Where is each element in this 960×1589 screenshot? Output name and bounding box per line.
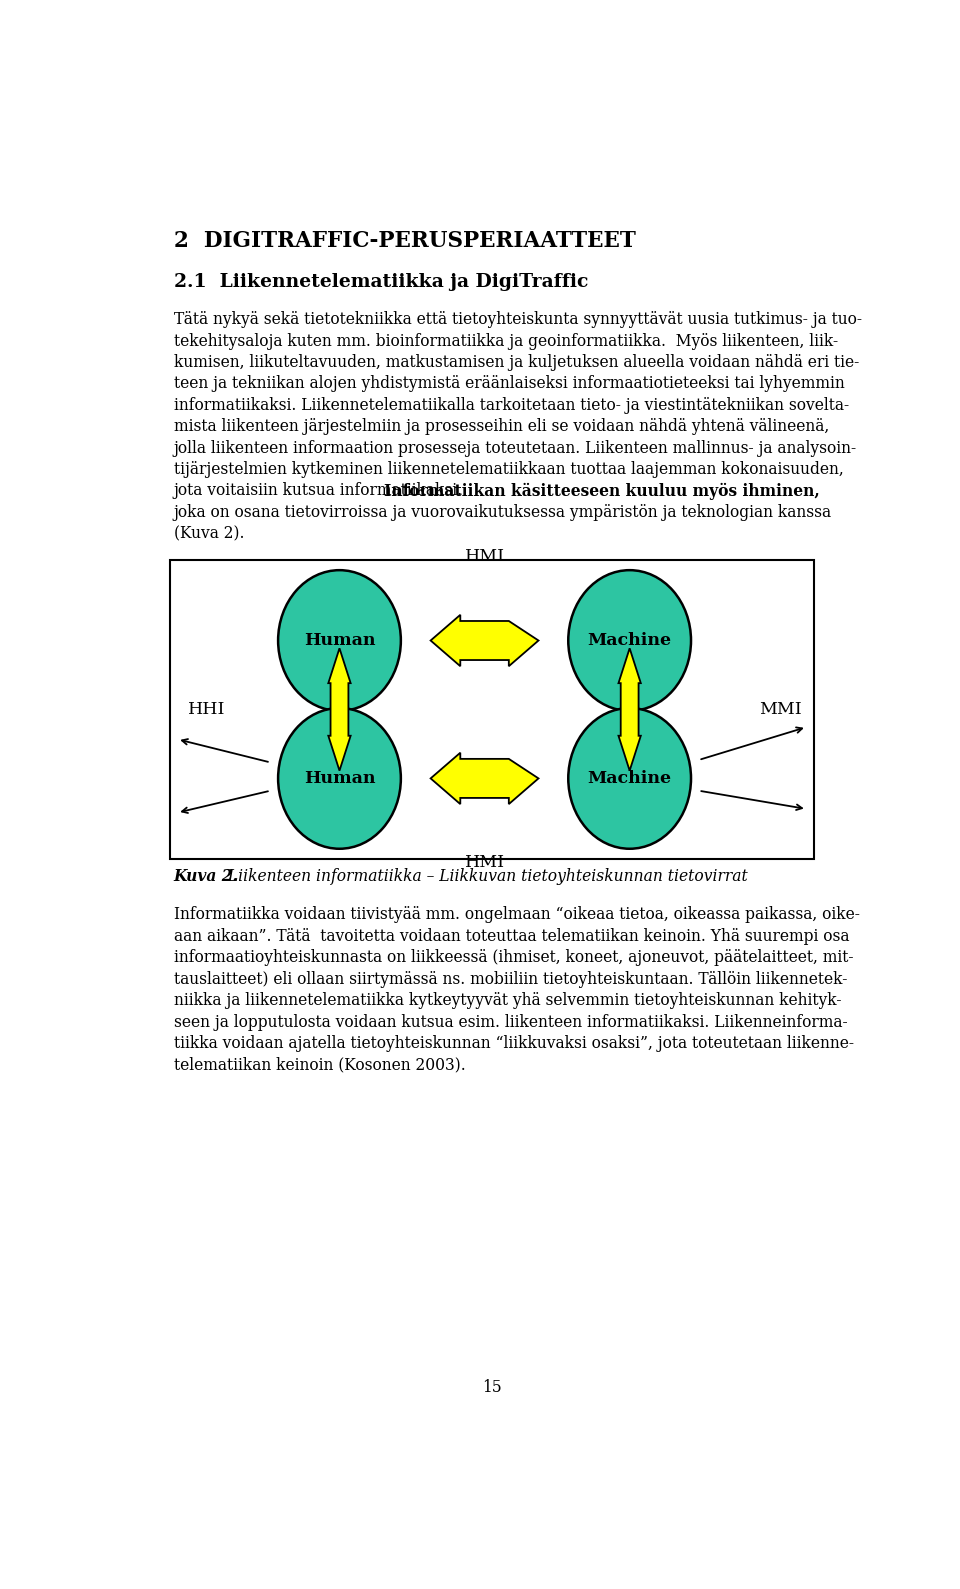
Text: aan aikaan”. Tätä  tavoitetta voidaan toteuttaa telematiikan keinoin. Yhä suurem: aan aikaan”. Tätä tavoitetta voidaan tot… — [174, 928, 849, 945]
FancyBboxPatch shape — [170, 559, 814, 860]
Text: telematiikan keinoin (Kosonen 2003).: telematiikan keinoin (Kosonen 2003). — [174, 1057, 466, 1073]
Text: tauslaitteet) eli ollaan siirtymässä ns. mobiiliin tietoyhteiskuntaan. Tällöin l: tauslaitteet) eli ollaan siirtymässä ns.… — [174, 971, 847, 988]
Text: mista liikenteen järjestelmiin ja prosesseihin eli se voidaan nähdä yhtenä välin: mista liikenteen järjestelmiin ja proses… — [174, 418, 828, 435]
Polygon shape — [618, 648, 641, 771]
Text: 2.1  Liikennetelematiikka ja DigiTraffic: 2.1 Liikennetelematiikka ja DigiTraffic — [174, 273, 588, 291]
Text: (Kuva 2).: (Kuva 2). — [174, 526, 244, 542]
Text: 2  DIGITRAFFIC-PERUSPERIAATTEET: 2 DIGITRAFFIC-PERUSPERIAATTEET — [174, 230, 636, 251]
Text: HHI: HHI — [188, 701, 226, 718]
Text: Human: Human — [303, 771, 375, 787]
Text: Informatiikka voidaan tiivistyää mm. ongelmaan “oikeaa tietoa, oikeassa paikassa: Informatiikka voidaan tiivistyää mm. ong… — [174, 906, 859, 923]
Polygon shape — [431, 753, 539, 804]
Ellipse shape — [278, 709, 401, 849]
Text: seen ja lopputulosta voidaan kutsua esim. liikenteen informatiikaksi. Liikennein: seen ja lopputulosta voidaan kutsua esim… — [174, 1014, 847, 1031]
Text: MMI: MMI — [759, 701, 802, 718]
Text: informatiikaksi. Liikennetelematiikalla tarkoitetaan tieto- ja viestintätekniika: informatiikaksi. Liikennetelematiikalla … — [174, 397, 849, 413]
Text: informaatioyhteiskunnasta on liikkeessä (ihmiset, koneet, ajoneuvot, päätelaitte: informaatioyhteiskunnasta on liikkeessä … — [174, 949, 853, 966]
Ellipse shape — [568, 709, 691, 849]
Text: tijärjestelmien kytkeminen liikennetelematiikkaan tuottaa laajemman kokonaisuude: tijärjestelmien kytkeminen liikennetelem… — [174, 461, 843, 478]
Text: joka on osana tietovirroissa ja vuorovaikutuksessa ympäristön ja teknologian kan: joka on osana tietovirroissa ja vuorovai… — [174, 504, 831, 521]
Text: Kuva 2.: Kuva 2. — [174, 868, 238, 885]
Text: teen ja tekniikan alojen yhdistymistä eräänlaiseksi informaatiotieteeksi tai lyh: teen ja tekniikan alojen yhdistymistä er… — [174, 375, 844, 392]
Text: Liikenteen informatiikka – Liikkuvan tietoyhteiskunnan tietovirrat: Liikenteen informatiikka – Liikkuvan tie… — [224, 868, 748, 885]
Polygon shape — [431, 615, 539, 666]
Text: kumisen, liikuteltavuuden, matkustamisen ja kuljetuksen alueella voidaan nähdä e: kumisen, liikuteltavuuden, matkustamisen… — [174, 354, 859, 370]
Text: Tätä nykyä sekä tietotekniikka että tietoyhteiskunta synnyyttävät uusia tutkimus: Tätä nykyä sekä tietotekniikka että tiet… — [174, 311, 861, 329]
Text: 15: 15 — [482, 1379, 502, 1395]
Ellipse shape — [278, 570, 401, 710]
Text: niikka ja liikennetelematiikka kytkeytyyvät yhä selvemmin tietoyhteiskunnan kehi: niikka ja liikennetelematiikka kytkeytyy… — [174, 992, 841, 1009]
Text: HMI: HMI — [465, 855, 505, 871]
Text: Machine: Machine — [588, 771, 672, 787]
Text: tekehitysaloja kuten mm. bioinformatiikka ja geoinformatiikka.  Myös liikenteen,: tekehitysaloja kuten mm. bioinformatiikk… — [174, 332, 838, 350]
Ellipse shape — [568, 570, 691, 710]
Text: HMI: HMI — [465, 548, 505, 564]
Text: jolla liikenteen informaation prosesseja toteutetaan. Liikenteen mallinnus- ja a: jolla liikenteen informaation prosesseja… — [174, 440, 856, 456]
Text: Informatiikan käsitteeseen kuuluu myös ihminen,: Informatiikan käsitteeseen kuuluu myös i… — [384, 483, 820, 499]
Text: Machine: Machine — [588, 632, 672, 648]
Polygon shape — [328, 648, 350, 771]
Text: tiikka voidaan ajatella tietoyhteiskunnan “liikkuvaksi osaksi”, jota toteutetaan: tiikka voidaan ajatella tietoyhteiskunna… — [174, 1034, 853, 1052]
Text: jota voitaisiin kutsua informatiikaksi.: jota voitaisiin kutsua informatiikaksi. — [174, 483, 468, 499]
Text: Human: Human — [303, 632, 375, 648]
